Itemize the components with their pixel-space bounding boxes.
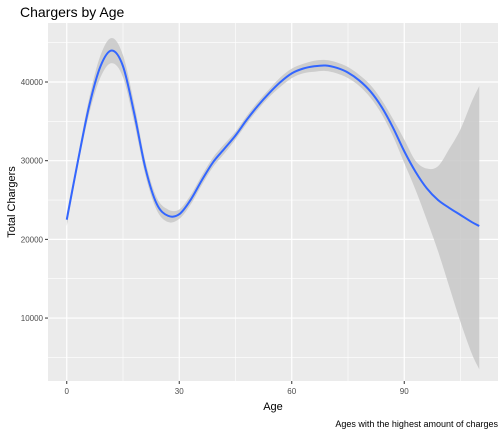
grid-major bbox=[48, 23, 498, 381]
trend-line bbox=[65, 49, 480, 227]
y-axis-label: Total Chargers bbox=[6, 166, 18, 238]
x-tick-label: 0 bbox=[65, 387, 70, 396]
x-axis-label: Age bbox=[263, 401, 283, 413]
y-tick-label: 10000 bbox=[21, 314, 44, 323]
y-tick-label: 20000 bbox=[21, 235, 44, 244]
x-tick-label: 90 bbox=[400, 387, 409, 396]
y-axis-ticks: 10000 20000 30000 40000 bbox=[21, 78, 48, 323]
chart-title: Chargers by Age bbox=[20, 4, 124, 20]
y-tick-label: 40000 bbox=[21, 78, 44, 87]
x-axis-ticks: 0 30 60 90 bbox=[65, 381, 409, 396]
chart-caption: Ages with the highest amount of charges bbox=[335, 419, 498, 429]
x-tick-label: 30 bbox=[175, 387, 184, 396]
x-tick-label: 60 bbox=[287, 387, 296, 396]
y-tick-label: 30000 bbox=[21, 157, 44, 166]
grid-minor bbox=[48, 23, 498, 381]
